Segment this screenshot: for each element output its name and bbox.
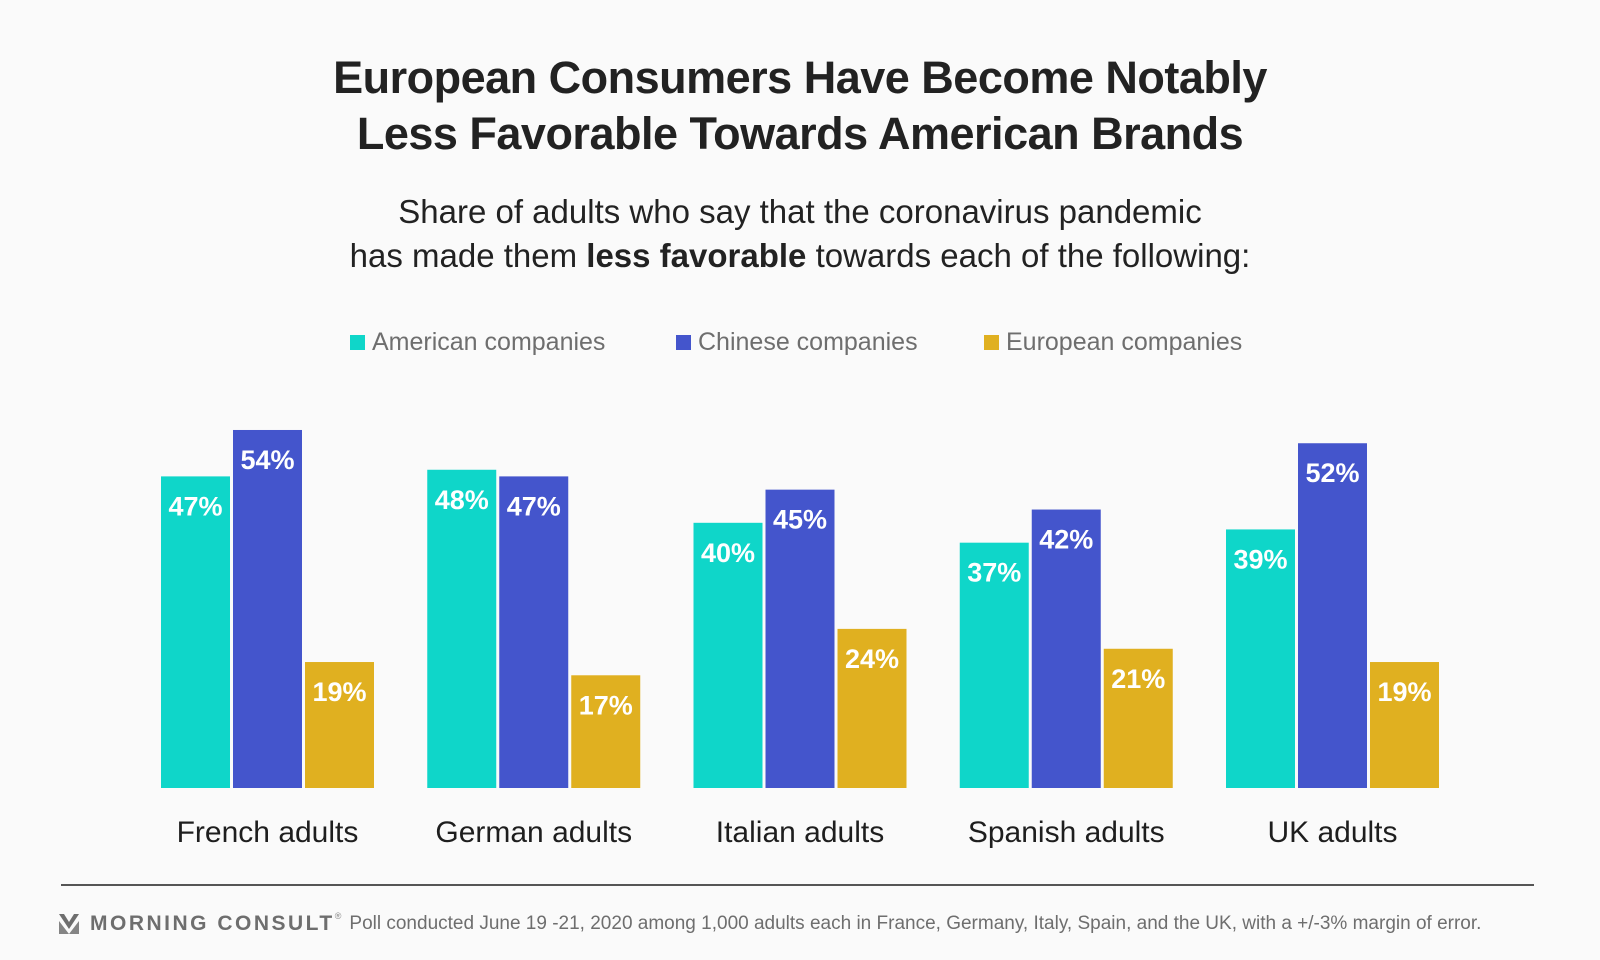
bar-group-french-adults: 47% 54% 19% — [161, 429, 374, 788]
bar-group-german-adults: 48% 47% 17% — [427, 469, 641, 788]
category-label: French adults — [177, 816, 359, 849]
footer-divider — [61, 884, 1534, 886]
bar-group-spanish-adults: 37% 42% 21% — [959, 509, 1173, 788]
registered-mark: ® — [334, 911, 342, 921]
subtitle-line-1: Share of adults who say that the coronav… — [398, 193, 1202, 230]
bar-chinese — [1031, 509, 1101, 788]
data-label: 54% — [240, 445, 294, 475]
data-label: 19% — [1377, 677, 1431, 707]
category-label: Spanish adults — [968, 816, 1165, 849]
data-label: 47% — [168, 491, 222, 521]
bar-european — [837, 628, 907, 788]
bar-american — [427, 469, 497, 788]
bar-group-italian-adults: 40% 45% 24% — [693, 489, 907, 788]
data-label: 45% — [773, 505, 827, 535]
subtitle-line-2: has made them less favorable towards eac… — [0, 234, 1600, 278]
subtitle-text: towards each of the following: — [806, 237, 1251, 274]
bar-european — [571, 675, 641, 788]
morning-consult-chevron-icon — [59, 914, 79, 934]
data-label: 17% — [579, 690, 633, 720]
legend-label: Chinese companies — [698, 327, 918, 356]
legend-label: American companies — [372, 327, 606, 356]
legend-item-american: American companies — [350, 324, 605, 360]
bar-european — [1103, 648, 1173, 788]
data-label: 19% — [312, 677, 366, 707]
chart-subtitle: Share of adults who say that the coronav… — [0, 190, 1600, 278]
chart-title: European Consumers Have Become Notably L… — [0, 50, 1600, 162]
legend-swatch-european — [984, 334, 999, 350]
brand-name: MORNING CONSULT — [90, 912, 335, 935]
bar-chinese — [499, 476, 569, 788]
bar-american — [1226, 529, 1295, 788]
chart-title-line-1: European Consumers Have Become Notably — [333, 52, 1267, 103]
legend-item-chinese: Chinese companies — [676, 324, 918, 360]
legend-swatch-american — [350, 334, 365, 350]
data-label: 39% — [1233, 544, 1287, 574]
data-label: 48% — [435, 485, 489, 515]
subtitle-text: has made them — [349, 237, 587, 274]
subtitle-emphasis: less favorable — [586, 237, 807, 274]
data-label: 52% — [1305, 458, 1359, 488]
bar-group-uk-adults: 39% 52% 19% — [1226, 443, 1439, 788]
data-label: 47% — [507, 491, 561, 521]
legend-item-european: European companies — [984, 324, 1242, 360]
bar-chart: 47% 54% 19% French adults 48% 47% 17% German ad… — [161, 429, 1439, 849]
bar-european — [305, 662, 374, 788]
data-label: 21% — [1111, 664, 1165, 694]
bar-chinese — [765, 489, 835, 788]
chart-title-line-2: Less Favorable Towards American Brands — [356, 108, 1244, 159]
bar-european — [1370, 662, 1439, 788]
legend: American companies Chinese companies Eur… — [0, 324, 1600, 360]
bar-american — [161, 476, 230, 788]
source-note: Poll conducted June 19 -21, 2020 among 1… — [349, 913, 1482, 934]
data-label: 40% — [701, 538, 755, 568]
legend-swatch-chinese — [676, 334, 691, 350]
bar-american — [693, 522, 763, 788]
bar-chinese — [233, 429, 302, 788]
data-label: 42% — [1039, 525, 1093, 555]
footer: MORNING CONSULT ® Poll conducted June 19… — [58, 909, 1481, 939]
data-label: 37% — [967, 558, 1021, 588]
bar-chinese — [1298, 443, 1367, 788]
legend-label: European companies — [1006, 327, 1243, 356]
category-label: Italian adults — [716, 816, 884, 849]
bar-american — [959, 542, 1029, 788]
data-label: 24% — [845, 644, 899, 674]
category-label: UK adults — [1267, 816, 1397, 849]
category-label: German adults — [435, 816, 632, 849]
